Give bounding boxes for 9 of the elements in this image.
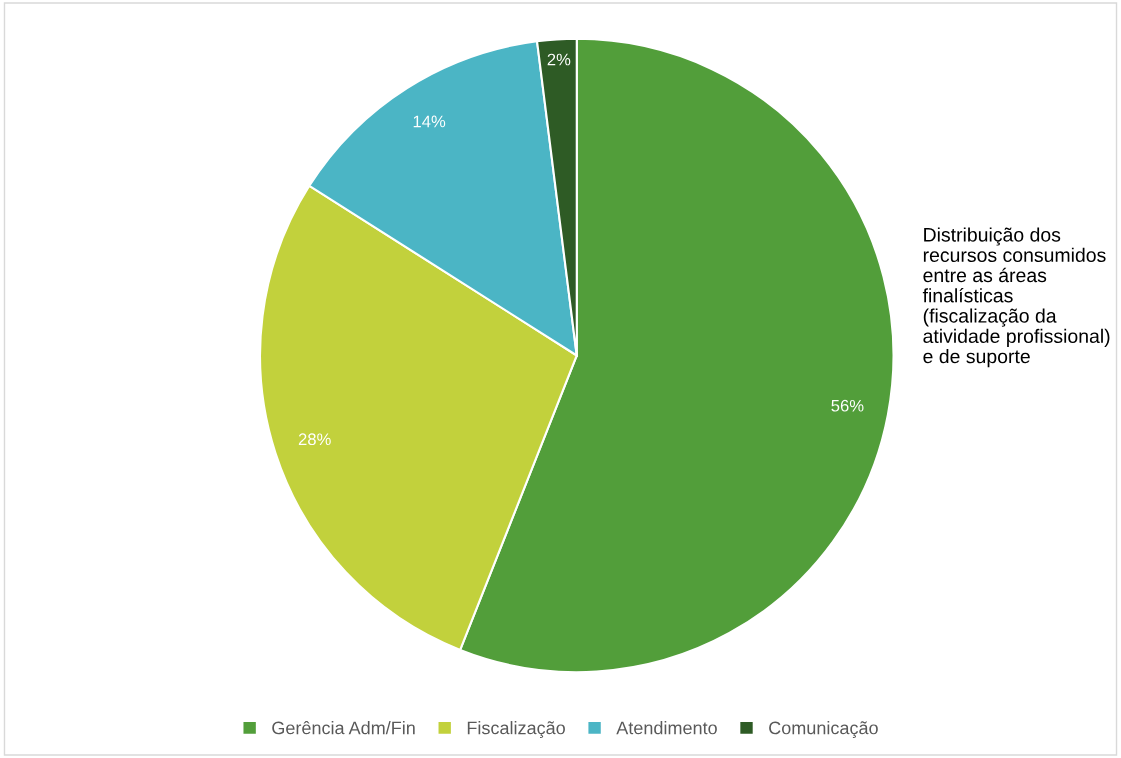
legend-label: Atendimento [616, 721, 717, 735]
legend-label: Fiscalização [467, 721, 565, 738]
data-label: 2% [547, 53, 571, 66]
data-label: 14% [413, 115, 446, 128]
legend-label: Gerência Adm/Fin [272, 720, 415, 735]
data-label: 28% [298, 433, 331, 446]
data-label: 56% [831, 399, 864, 412]
text: Distribuição dos recursos consumidos entre as áreas finalísticas (fiscalização da atividade profissional) e de suporte [922, 227, 1110, 368]
legend-label: Comunicação [769, 721, 878, 738]
